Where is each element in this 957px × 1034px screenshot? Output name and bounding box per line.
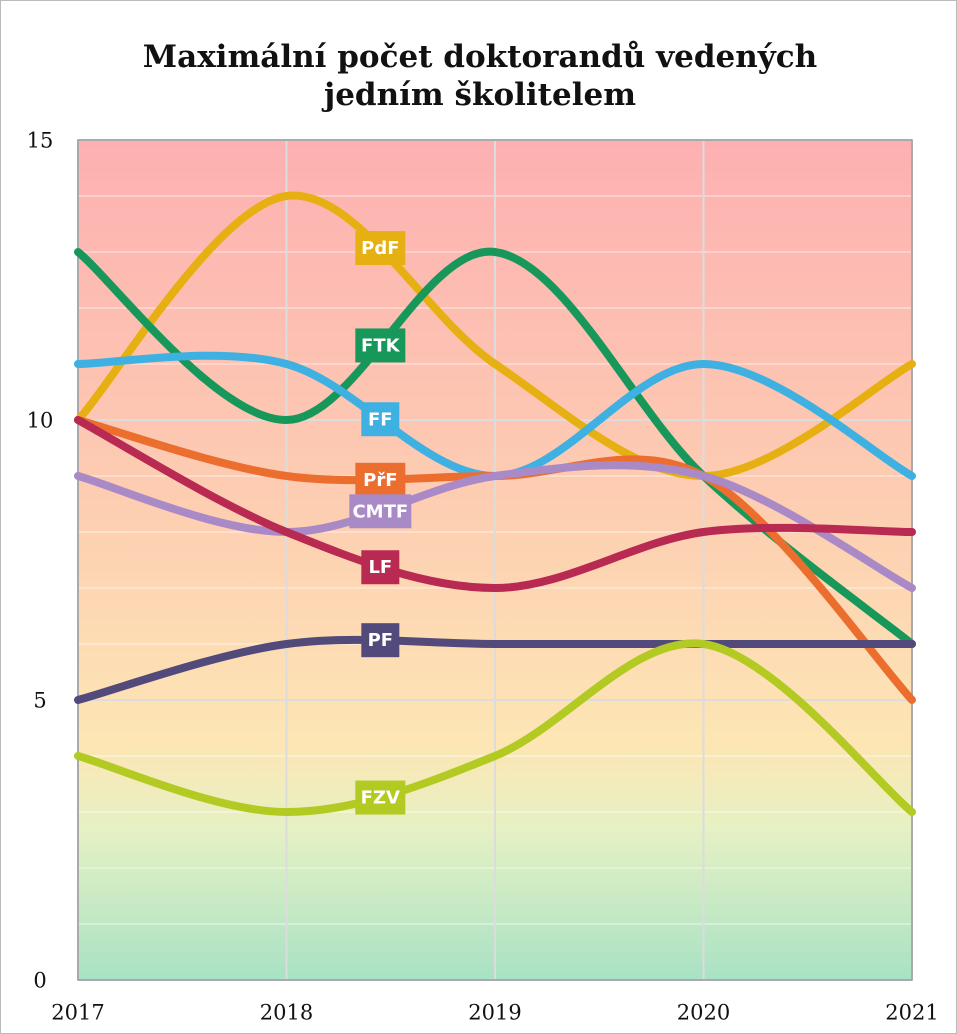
series-label: FZV (361, 788, 400, 809)
series-label-box (361, 402, 400, 437)
series-label: PF (368, 630, 394, 651)
chart-title: Maximální počet doktorandů vedených jedn… (142, 39, 818, 113)
y-tick-label: 15 (27, 129, 54, 153)
x-tick-label: 2020 (677, 1001, 730, 1025)
x-tick-label: 2017 (51, 1001, 104, 1025)
series-line (74, 191, 916, 481)
x-tick-label: 2019 (468, 1001, 521, 1025)
series-label: FTK (361, 335, 401, 356)
series-label-box (361, 550, 400, 585)
series-label: FF (368, 409, 393, 430)
series-line (74, 416, 916, 593)
series-label-box (355, 780, 406, 815)
series-label: PřF (363, 470, 397, 491)
series-line (74, 639, 916, 817)
series-label-box (355, 328, 406, 363)
y-tick-label: 10 (27, 409, 54, 433)
series-label-box (355, 231, 406, 266)
series-label-box (349, 494, 412, 529)
series-label: CMTF (352, 501, 408, 522)
series-label: PdF (361, 238, 399, 259)
plot-border (77, 139, 913, 981)
series-line (74, 461, 916, 592)
x-tick-label: 2018 (260, 1001, 313, 1025)
series-label-box (355, 462, 406, 497)
y-tick-label: 0 (33, 969, 46, 993)
series-label: LF (368, 557, 392, 578)
x-tick-label: 2021 (885, 1001, 938, 1025)
series-label-box (361, 623, 400, 658)
y-tick-label: 5 (33, 689, 46, 713)
series-line (74, 635, 916, 704)
